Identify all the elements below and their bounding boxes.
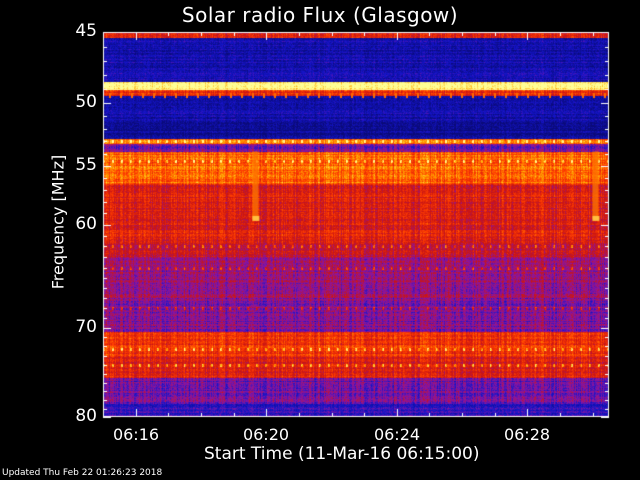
x-tick-label: 06:20 (242, 425, 290, 444)
y-tick-label: 50 (75, 92, 97, 112)
y-tick-label: 60 (75, 214, 97, 234)
y-axis-label: Frequency [MHz] (48, 154, 68, 290)
updated-timestamp: Updated Thu Feb 22 01:26:23 2018 (2, 468, 163, 478)
x-tick-label: 06:16 (112, 425, 160, 444)
x-tick-label: 06:24 (373, 425, 421, 444)
x-tick-label: 06:28 (503, 425, 551, 444)
y-tick-label: 55 (75, 155, 97, 175)
y-tick-label: 70 (75, 317, 97, 337)
x-axis-label: Start Time (11-Mar-16 06:15:00) (204, 444, 480, 464)
chart-title: Solar radio Flux (Glasgow) (181, 3, 459, 27)
y-tick-label: 80 (75, 406, 97, 426)
y-tick-label: 45 (75, 21, 97, 41)
